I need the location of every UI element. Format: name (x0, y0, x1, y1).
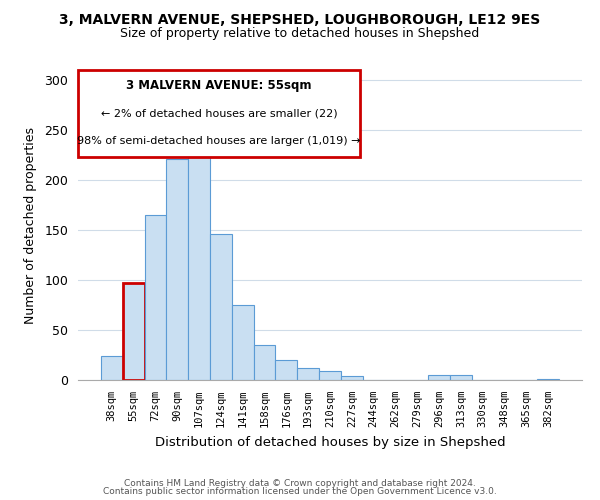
Bar (297, 368, 319, 380)
Text: ← 2% of detached houses are smaller (22): ← 2% of detached houses are smaller (22) (101, 108, 337, 118)
Bar (123, 283, 145, 380)
Bar (428, 375, 450, 380)
Bar (166, 159, 188, 380)
Text: Size of property relative to detached houses in Shepshed: Size of property relative to detached ho… (121, 28, 479, 40)
FancyBboxPatch shape (78, 70, 360, 157)
Bar (537, 379, 559, 380)
Bar (275, 360, 297, 380)
X-axis label: Distribution of detached houses by size in Shepshed: Distribution of detached houses by size … (155, 436, 505, 448)
Y-axis label: Number of detached properties: Number of detached properties (25, 126, 37, 324)
Bar (210, 234, 232, 380)
Text: 98% of semi-detached houses are larger (1,019) →: 98% of semi-detached houses are larger (… (77, 136, 361, 146)
Bar (319, 371, 341, 380)
Bar (188, 145, 210, 380)
Bar (341, 376, 363, 380)
Bar (254, 345, 275, 380)
Text: 3, MALVERN AVENUE, SHEPSHED, LOUGHBOROUGH, LE12 9ES: 3, MALVERN AVENUE, SHEPSHED, LOUGHBOROUG… (59, 12, 541, 26)
Bar (101, 356, 123, 380)
Text: 3 MALVERN AVENUE: 55sqm: 3 MALVERN AVENUE: 55sqm (127, 79, 312, 92)
Text: Contains HM Land Registry data © Crown copyright and database right 2024.: Contains HM Land Registry data © Crown c… (124, 478, 476, 488)
Bar (145, 215, 166, 380)
Bar (232, 305, 254, 380)
Bar (450, 375, 472, 380)
Text: Contains public sector information licensed under the Open Government Licence v3: Contains public sector information licen… (103, 487, 497, 496)
